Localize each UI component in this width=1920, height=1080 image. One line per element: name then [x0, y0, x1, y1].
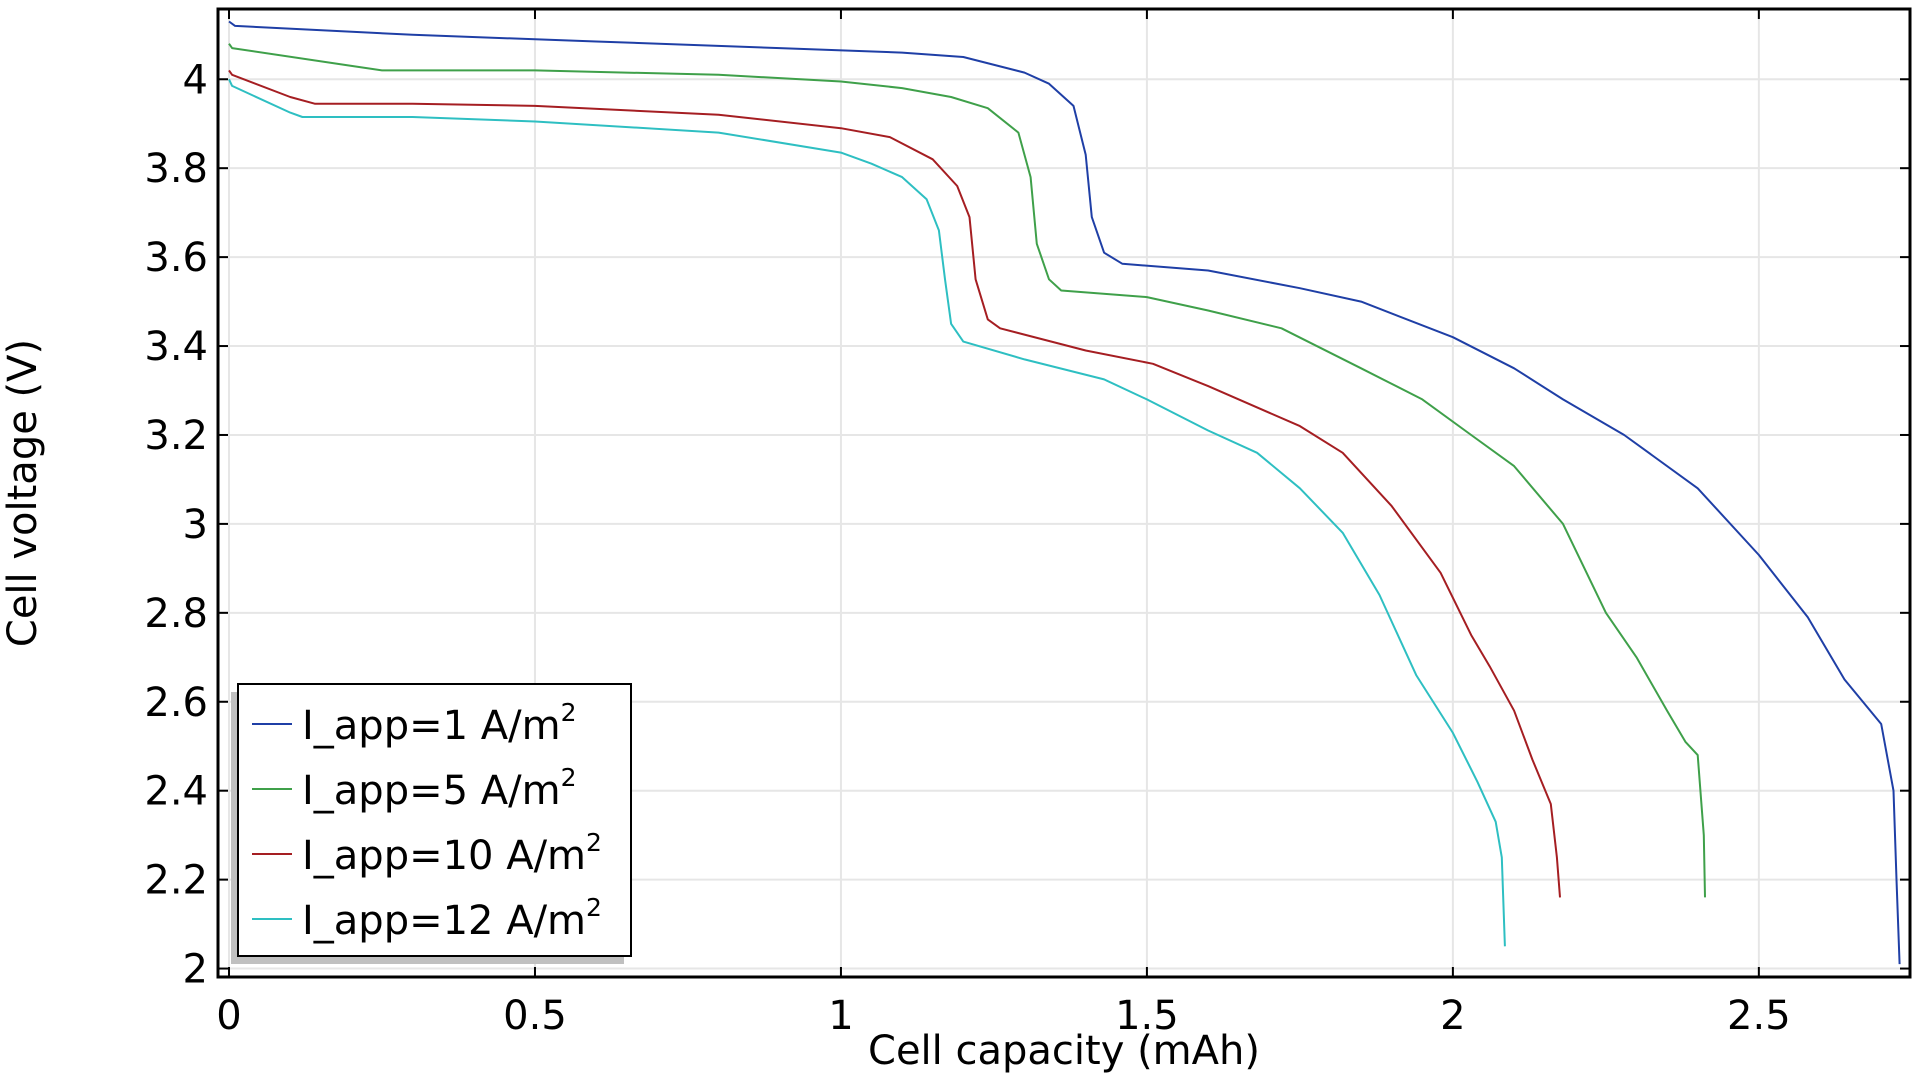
y-tick-label: 3: [183, 502, 208, 548]
y-tick-label: 4: [183, 57, 208, 103]
y-tick-label: 2: [183, 947, 208, 993]
y-axis-label: Cell voltage (V): [0, 339, 46, 647]
legend-label: I_app=5 A/m2: [302, 763, 576, 814]
x-tick-label: 0: [216, 993, 241, 1039]
x-tick-label: 2.5: [1727, 993, 1791, 1039]
x-tick-label: 1: [828, 993, 853, 1039]
series-line-4: [228, 78, 1506, 947]
legend-label: I_app=12 A/m2: [302, 893, 602, 944]
y-tick-label: 3.6: [144, 235, 208, 281]
series-line-3: [228, 69, 1561, 898]
y-tick-labels: 2 2.2 2.4 2.6 2.8 3 3.2 3.4 3.6 3.8 4: [144, 57, 208, 992]
y-tick-label: 2.6: [144, 680, 208, 726]
plot-frame: [216, 7, 1912, 979]
legend-label: I_app=1 A/m2: [302, 698, 576, 749]
legend: I_app=1 A/m2 I_app=5 A/m2 I_app=10 A/m2 I_a…: [231, 683, 632, 964]
x-tick-label: 1.5: [1115, 993, 1179, 1039]
legend-label: I_app=10 A/m2: [302, 828, 602, 879]
y-tick-label: 2.4: [144, 769, 208, 815]
series-line-2: [228, 43, 1706, 898]
y-tick-label: 2.8: [144, 591, 208, 637]
ticks: [218, 9, 1910, 977]
x-tick-labels: 0 0.5 1 1.5 2 2.5: [216, 993, 1790, 1039]
y-tick-label: 3.8: [144, 146, 208, 192]
series-group: [228, 20, 1901, 965]
x-tick-label: 0.5: [503, 993, 567, 1039]
legend-box: [237, 683, 632, 957]
y-tick-label: 3.4: [144, 324, 208, 370]
y-tick-label: 3.2: [144, 413, 208, 459]
x-axis-label: Cell capacity (mAh): [868, 1028, 1260, 1074]
legend-items: I_app=1 A/m2 I_app=5 A/m2 I_app=10 A/m2 I_a…: [252, 698, 602, 944]
series-line-1: [228, 20, 1901, 965]
y-tick-label: 2.2: [144, 858, 208, 904]
x-tick-label: 2: [1440, 993, 1465, 1039]
